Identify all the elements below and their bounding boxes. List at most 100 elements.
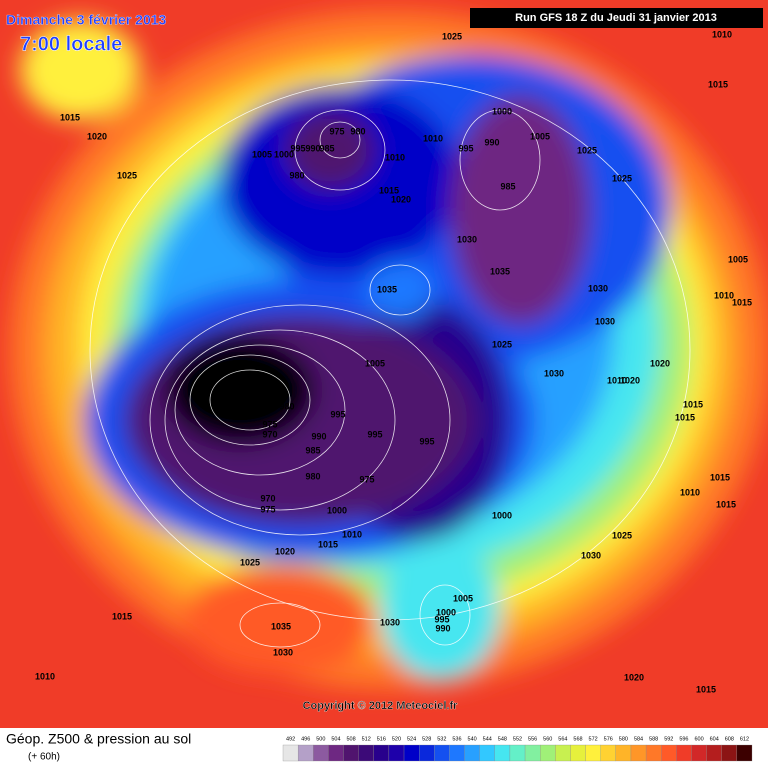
footer-title: Géop. Z500 & pression au sol	[6, 731, 191, 747]
isobar-label: 990	[311, 431, 326, 441]
isobar-label: 1025	[240, 557, 260, 567]
legend-label: 496	[301, 736, 310, 742]
legend-label: 588	[649, 736, 658, 742]
isobar-label: 1010	[607, 375, 627, 385]
legend-swatch	[630, 744, 647, 762]
isobar-label: 980	[350, 126, 365, 136]
legend-label: 532	[437, 736, 446, 742]
isobar-label: 1010	[712, 29, 732, 39]
legend-swatch	[736, 744, 753, 762]
lead-time: (+ 60h)	[28, 752, 60, 763]
legend-swatch	[464, 744, 480, 762]
isobar-label: 1015	[112, 611, 132, 621]
legend-swatch	[555, 744, 571, 762]
isobar-label: 1015	[710, 472, 730, 482]
isobar-label: 1025	[577, 145, 597, 155]
legend-swatch	[509, 744, 526, 762]
legend-label: 536	[452, 736, 461, 742]
legend-label: 596	[679, 736, 688, 742]
isobar-label: 990	[305, 143, 320, 153]
isobar-label: 1005	[252, 149, 272, 159]
legend-swatch	[600, 744, 616, 762]
legend-label: 508	[346, 736, 355, 742]
isobar-label: 1015	[708, 79, 728, 89]
legend-swatch	[540, 744, 556, 762]
isobar-label: 980	[279, 401, 294, 411]
legend-label: 576	[604, 736, 613, 742]
legend-label: 544	[483, 736, 492, 742]
legend-swatch	[282, 744, 299, 762]
legend-label: 524	[407, 736, 416, 742]
isobar-label: 975	[260, 504, 275, 514]
legend-label: 600	[694, 736, 703, 742]
legend-label: 516	[377, 736, 386, 742]
legend-swatch	[691, 744, 707, 762]
isobar-label: 1015	[683, 399, 703, 409]
isobar-label: 975	[329, 126, 344, 136]
legend-swatch	[676, 744, 692, 762]
isobar-label: 1025	[442, 31, 462, 41]
legend-swatch	[585, 744, 601, 762]
legend-label: 580	[619, 736, 628, 742]
legend-label: 564	[558, 736, 567, 742]
isobar-label: 1020	[275, 546, 295, 556]
isobar-label: 1015	[716, 499, 736, 509]
isobar-label: 995	[419, 436, 434, 446]
legend-swatch	[706, 744, 722, 762]
legend-swatch	[721, 744, 738, 762]
isobar-label: 1035	[271, 621, 291, 631]
legend-label: 572	[589, 736, 598, 742]
isobar-label: 990	[484, 137, 499, 147]
isobar-label: 1010	[35, 671, 55, 681]
isobar-label: 1020	[87, 131, 107, 141]
isobar-label: 995	[367, 429, 382, 439]
isobar-label: 1010	[423, 133, 443, 143]
isobar-label: 1015	[675, 412, 695, 422]
legend-swatch	[328, 744, 344, 762]
isobar-label: 970	[262, 429, 277, 439]
legend-label: 552	[513, 736, 522, 742]
isobar-label: 1035	[490, 266, 510, 276]
legend-label: 592	[664, 736, 673, 742]
isobar-label: 970	[260, 493, 275, 503]
isobar-label: 1030	[581, 550, 601, 560]
legend-swatch	[570, 744, 586, 762]
legend-label: 604	[710, 736, 719, 742]
map-date: Dimanche 3 février 2013	[6, 12, 167, 28]
legend-swatch	[313, 744, 329, 762]
isobar-label: 995	[330, 409, 345, 419]
legend-label: 556	[528, 736, 537, 742]
isobar-label: 1000	[492, 510, 512, 520]
legend-swatch	[419, 744, 435, 762]
legend-swatch	[479, 744, 495, 762]
legend-swatch	[661, 744, 677, 762]
legend-label: 504	[331, 736, 340, 742]
legend-swatch	[449, 744, 465, 762]
isobar-label: 1005	[453, 593, 473, 603]
run-box	[470, 8, 763, 28]
isobar-label: 1005	[530, 131, 550, 141]
legend-label: 540	[468, 736, 477, 742]
isobar-label: 1020	[620, 375, 640, 385]
isobar-label: 975	[359, 474, 374, 484]
isobar-label: 980	[289, 170, 304, 180]
legend-label: 500	[316, 736, 325, 742]
isobar-label: 995	[458, 143, 473, 153]
isobar-label: 1000	[492, 106, 512, 116]
isobar-label: 1000	[327, 505, 347, 515]
isobar-label: 1030	[588, 283, 608, 293]
isobar-label: 1030	[380, 617, 400, 627]
isobar-label: 1015	[696, 684, 716, 694]
legend-swatch	[645, 744, 662, 762]
isobar-label: 1015	[732, 297, 752, 307]
isobar-label: 1005	[728, 254, 748, 264]
legend-label: 512	[362, 736, 371, 742]
map-time: 7:00 locale	[20, 33, 122, 55]
legend-swatch	[434, 744, 450, 762]
isobar-label: 1010	[714, 290, 734, 300]
isobar-label: 995	[434, 614, 449, 624]
legend-swatch	[403, 744, 420, 762]
isobar-label: 1015	[60, 112, 80, 122]
